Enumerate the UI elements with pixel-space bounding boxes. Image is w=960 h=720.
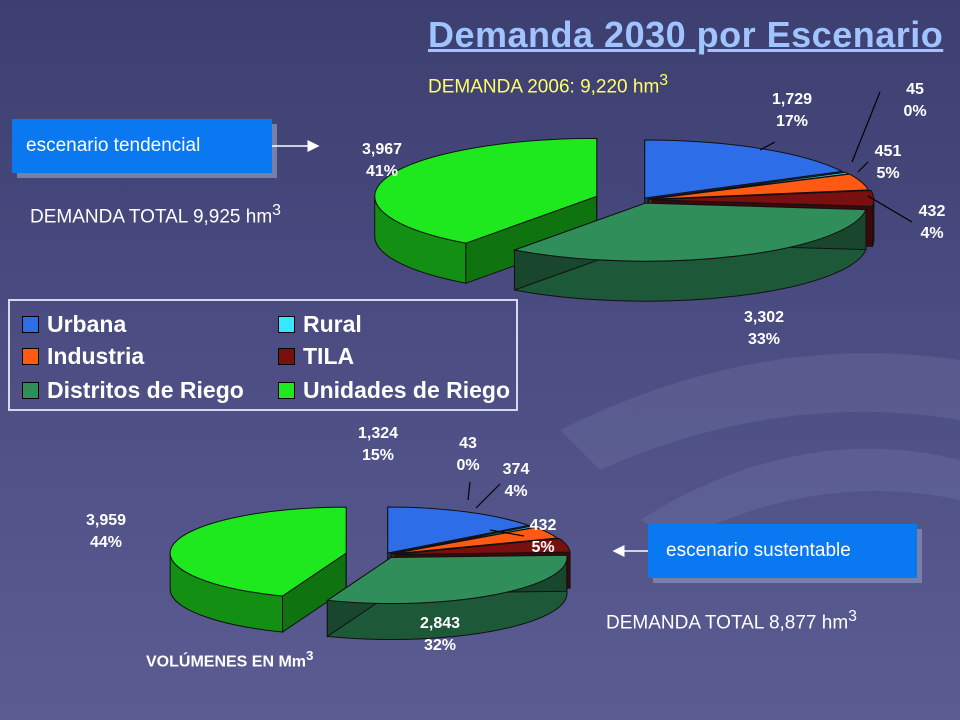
pie1-top-tila: [394, 538, 571, 555]
legend-item-unidades: Unidades de Riego: [278, 377, 510, 404]
pie1-leader-industria: [475, 483, 501, 509]
legend-item-distritos: Distritos de Riego: [22, 377, 244, 404]
legend-item-industria: Industria: [22, 343, 144, 370]
legend-swatch-rural: [278, 316, 295, 333]
pie0-leader-urbana: [759, 141, 776, 151]
units-label: VOLÚMENES EN Mm3: [146, 648, 313, 671]
legend-label-industria: Industria: [47, 343, 145, 369]
legend-item-urbana: Urbana: [22, 311, 126, 338]
pie0-leader-rural: [851, 91, 881, 163]
pie0-top-industria: [649, 173, 870, 200]
pie1-value-label-unidades: 3,959: [86, 512, 126, 529]
pie0-value-label-rural: 45: [906, 81, 924, 98]
legend-swatch-urbana: [22, 316, 39, 333]
total-demand-sustentable: DEMANDA TOTAL 8,877 hm3: [606, 608, 857, 634]
pie1-top-unidades: [169, 506, 347, 597]
pie0-percent-label-distritos: 33%: [748, 331, 780, 348]
pie1-value-label-industria: 374: [503, 461, 530, 478]
baseline-demand: DEMANDA 2006: 9,220 hm3: [428, 72, 668, 98]
pie1-leader-rural: [467, 481, 471, 501]
pie0-value-label-unidades: 3,967: [362, 141, 402, 158]
pie1-slice-unidades: [169, 506, 347, 633]
total-demand-tendencial-sup: 3: [272, 202, 281, 219]
units-label-sup: 3: [306, 648, 314, 663]
pie0-percent-label-urbana: 17%: [776, 113, 808, 130]
pie1-percent-label-urbana: 15%: [362, 447, 394, 464]
pie1-percent-label-tila: 5%: [531, 539, 554, 556]
pie1-percent-label-unidades: 44%: [90, 534, 122, 551]
total-demand-tendencial-text: DEMANDA TOTAL 9,925 hm: [30, 206, 273, 228]
pie1-value-label-distritos: 2,843: [420, 615, 460, 632]
pie1-percent-label-distritos: 32%: [424, 637, 456, 654]
pie-sustentable: 1,324 15% 43 0% 374 4%432 5% 2,843 32% 3,959 44%: [86, 425, 571, 654]
total-demand-tendencial: DEMANDA TOTAL 9,925 hm3: [30, 202, 281, 228]
baseline-demand-text: DEMANDA 2006: 9,220 hm: [428, 76, 660, 98]
legend-swatch-distritos: [22, 382, 39, 399]
pie0-top-distritos: [512, 202, 867, 262]
pie1-slice-distritos: [325, 554, 568, 641]
pie1-percent-label-rural: 0%: [456, 457, 479, 474]
legend-item-tila: TILA: [278, 343, 354, 370]
legend-label-rural: Rural: [303, 311, 362, 337]
pie0-percent-label-tila: 4%: [920, 225, 943, 242]
legend-label-urbana: Urbana: [47, 311, 127, 337]
legend-swatch-industria: [22, 348, 39, 365]
pie0-slice-unidades: [374, 137, 598, 284]
pie-tendencial: 1,729 17% 45 0% 451 5% 432 4% 3,302 33% 3,967 41%: [362, 81, 945, 348]
pie0-percent-label-rural: 0%: [903, 103, 926, 120]
pie1-value-label-urbana: 1,324: [358, 425, 398, 442]
pie0-top-unidades: [374, 137, 598, 244]
pie0-value-label-tila: 432: [919, 203, 946, 220]
pie1-top-urbana: [387, 506, 531, 554]
pie0-leader-tila: [867, 195, 913, 223]
pie0-slice-distritos: [512, 202, 867, 302]
legend-label-tila: TILA: [303, 343, 355, 369]
baseline-demand-unit-sup: 3: [659, 72, 669, 89]
legend-label-distritos: Distritos de Riego: [47, 377, 244, 403]
pie1-value-label-tila: 432: [530, 517, 557, 534]
legend-swatch-unidades: [278, 382, 295, 399]
pie1-leader-tila: [489, 529, 525, 537]
pie0-value-label-urbana: 1,729: [772, 91, 812, 108]
pie0-value-label-distritos: 3,302: [744, 309, 784, 326]
pie1-percent-label-industria: 4%: [504, 483, 527, 500]
chart-legend: Urbana Rural Industria TILA Distritos de…: [8, 299, 518, 411]
total-demand-sustentable-text: DEMANDA TOTAL 8,877 hm: [606, 612, 849, 634]
scenario-tendencial-box: escenario tendencial: [12, 119, 272, 173]
scenario-sustentable-box: escenario sustentable: [648, 524, 917, 578]
pie0-top-tila: [651, 190, 875, 207]
pie0-top-urbana: [644, 139, 844, 199]
legend-label-unidades: Unidades de Riego: [303, 377, 511, 403]
pie0-leader-industria: [857, 161, 869, 173]
pie1-value-label-rural: 43: [459, 435, 477, 452]
pie0-percent-label-unidades: 41%: [366, 163, 398, 180]
pie0-value-label-industria: 451: [875, 143, 902, 160]
page-title: Demanda 2030 por Escenario: [428, 14, 944, 55]
legend-swatch-tila: [278, 348, 295, 365]
units-label-text: VOLÚMENES EN Mm: [146, 653, 307, 671]
pie1-top-distritos: [325, 554, 568, 605]
legend-item-rural: Rural: [278, 311, 362, 338]
pie0-percent-label-industria: 5%: [876, 165, 899, 182]
total-demand-sustentable-sup: 3: [848, 608, 857, 625]
